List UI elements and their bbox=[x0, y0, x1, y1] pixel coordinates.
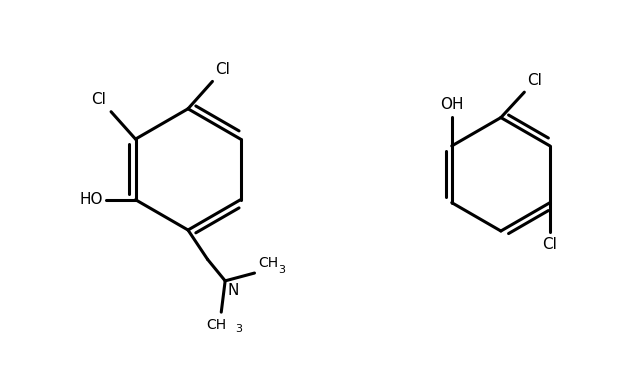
Text: Cl: Cl bbox=[216, 61, 230, 77]
Text: CH: CH bbox=[206, 318, 227, 332]
Text: 3: 3 bbox=[235, 324, 242, 334]
Text: 3: 3 bbox=[278, 265, 285, 275]
Text: Cl: Cl bbox=[527, 73, 542, 88]
Text: Cl: Cl bbox=[543, 237, 557, 252]
Text: N: N bbox=[227, 283, 239, 298]
Text: CH: CH bbox=[259, 256, 278, 270]
Text: Cl: Cl bbox=[92, 92, 106, 107]
Text: HO: HO bbox=[80, 192, 103, 207]
Text: OH: OH bbox=[440, 97, 463, 112]
